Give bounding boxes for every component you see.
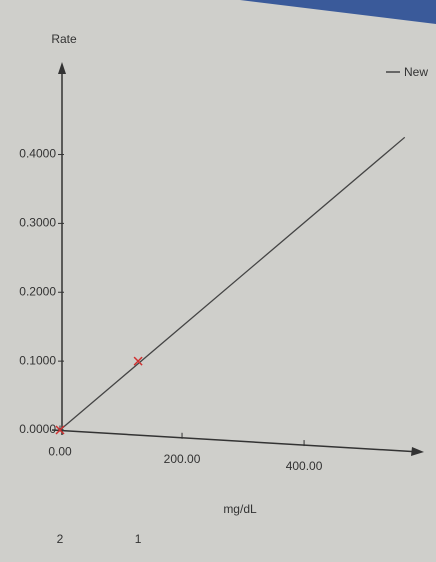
y-tick-label: 0.0000 [19,422,56,436]
y-tick-label: 0.4000 [19,147,56,161]
x-tick-label: 200.00 [164,452,201,466]
point-label: 2 [57,532,64,546]
x-axis-label: mg/dL [223,502,257,516]
x-tick-label: 400.00 [286,459,323,473]
background [0,0,436,562]
chart: Rate mg/dL 0.0000 0.1000 0.2000 0.3000 0.400… [0,0,436,562]
y-axis-label: Rate [51,32,77,46]
x-tick-label: 0.00 [48,445,72,459]
point-label: 1 [135,532,142,546]
y-tick-label: 0.3000 [19,216,56,230]
y-tick-label: 0.2000 [19,284,56,298]
legend-label: New [404,65,428,79]
y-tick-label: 0.1000 [19,353,56,367]
